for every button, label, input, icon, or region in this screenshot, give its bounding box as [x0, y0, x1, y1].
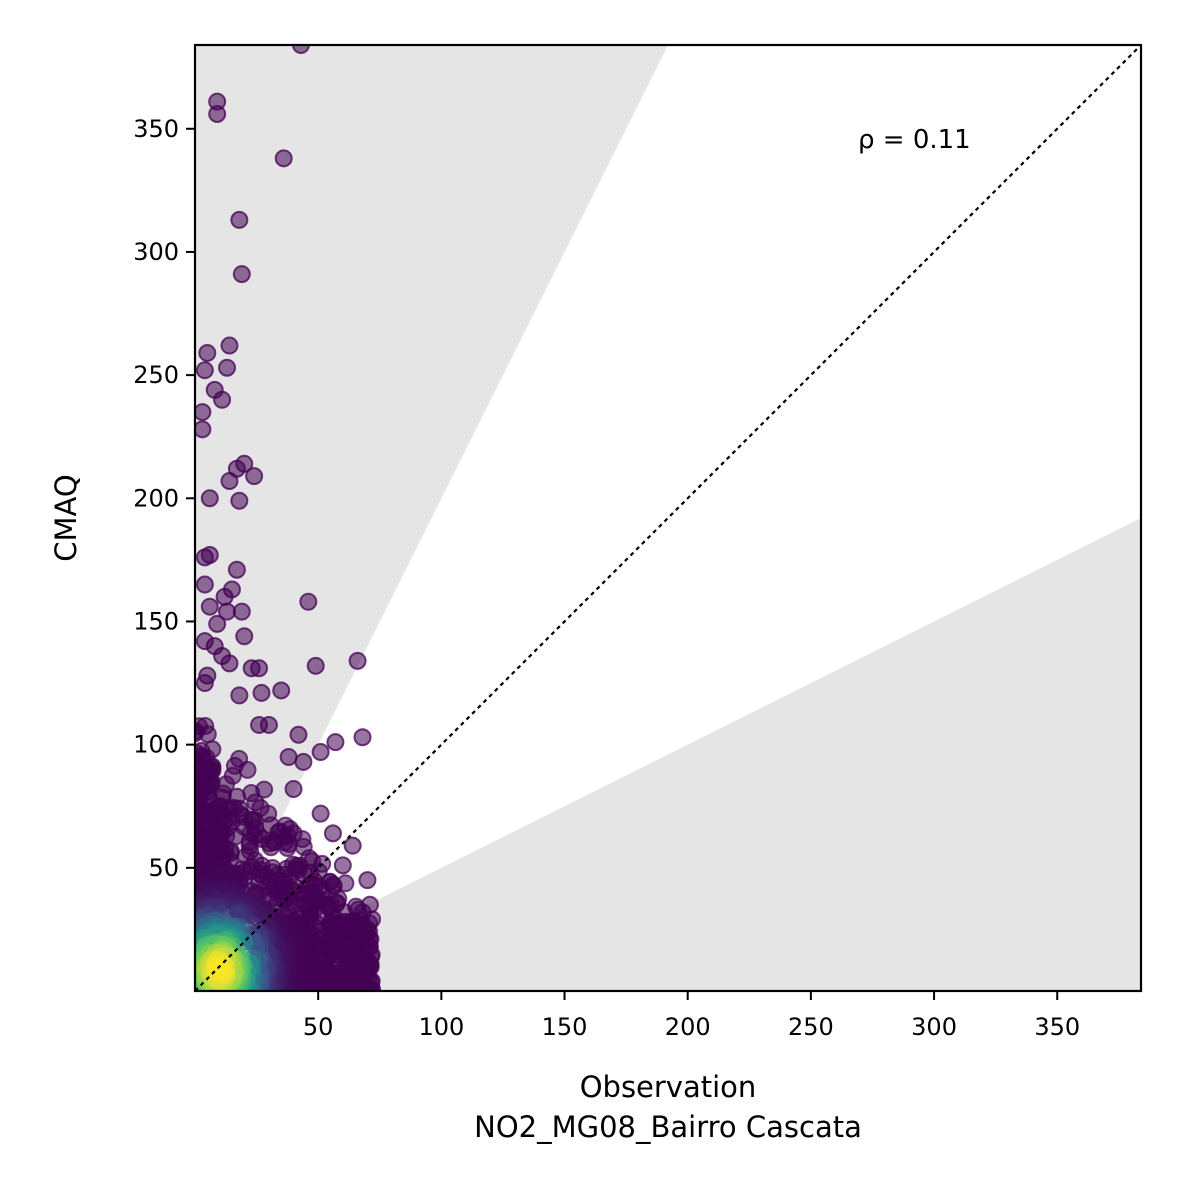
data-point — [208, 614, 227, 633]
data-point — [358, 957, 377, 976]
x-tick-label: 150 — [542, 1013, 588, 1041]
data-point — [195, 674, 214, 693]
x-tick-label: 350 — [1034, 1013, 1080, 1041]
data-point — [195, 361, 214, 380]
y-tick-label: 200 — [133, 484, 179, 512]
y-tick-label: 250 — [133, 361, 179, 389]
shaded-region-lower — [195, 518, 1141, 991]
data-point — [348, 651, 367, 670]
data-point — [346, 947, 365, 966]
data-point — [195, 575, 214, 594]
x-tick-label: 250 — [788, 1013, 834, 1041]
data-point — [274, 149, 293, 168]
data-point — [218, 602, 237, 621]
data-point — [358, 871, 377, 890]
data-point — [289, 725, 308, 744]
data-point — [215, 587, 234, 606]
data-point — [200, 597, 219, 616]
data-point — [272, 681, 291, 700]
data-point — [245, 467, 264, 486]
data-point — [323, 824, 342, 843]
data-point — [208, 104, 227, 123]
x-axis-label: Observation — [580, 1070, 757, 1104]
scatter-points-layer — [195, 45, 382, 991]
data-point — [218, 358, 237, 377]
y-tick-label: 300 — [133, 238, 179, 266]
x-tick-label: 50 — [303, 1013, 334, 1041]
y-tick-label: 350 — [133, 115, 179, 143]
data-point — [198, 725, 217, 744]
x-tick-label: 300 — [911, 1013, 957, 1041]
y-axis-ticks: 50 100 150 200 250 300 350 — [133, 115, 195, 882]
data-point — [358, 920, 377, 939]
one-to-one-line — [195, 45, 1141, 991]
data-point — [294, 752, 313, 771]
x-tick-label: 200 — [665, 1013, 711, 1041]
data-point — [230, 686, 249, 705]
x-axis-sublabel: NO2_MG08_Bairro Cascata — [474, 1110, 862, 1144]
data-point — [360, 937, 379, 956]
x-tick-label: 100 — [418, 1013, 464, 1041]
data-point — [235, 627, 254, 646]
y-tick-label: 100 — [133, 731, 179, 759]
data-point — [195, 403, 212, 422]
y-tick-label: 50 — [148, 854, 179, 882]
data-point — [261, 838, 280, 857]
data-point — [343, 836, 362, 855]
data-point — [213, 390, 232, 409]
data-point — [232, 265, 251, 284]
data-point — [291, 45, 310, 54]
data-point — [242, 659, 261, 678]
data-point — [227, 560, 246, 579]
data-point — [220, 472, 239, 491]
y-tick-label: 150 — [133, 607, 179, 635]
data-point — [326, 733, 345, 752]
data-point — [195, 420, 212, 439]
data-point — [195, 548, 214, 567]
data-point — [232, 602, 251, 621]
data-point — [200, 489, 219, 508]
data-point — [306, 656, 325, 675]
data-point — [279, 747, 298, 766]
data-point — [252, 683, 271, 702]
data-point — [250, 715, 269, 734]
reference-line-layer — [195, 45, 1141, 991]
data-point — [284, 779, 303, 798]
data-point — [311, 743, 330, 762]
data-point — [238, 760, 257, 779]
correlation-annotation: ρ = 0.11 — [858, 125, 971, 155]
data-point — [333, 856, 352, 875]
data-point — [360, 895, 379, 914]
data-point — [230, 210, 249, 229]
data-point — [220, 336, 239, 355]
y-axis-label: CMAQ — [49, 474, 83, 561]
data-point — [220, 654, 239, 673]
x-axis-ticks: 50 100 150 200 250 300 350 — [303, 991, 1080, 1041]
data-point — [198, 343, 217, 362]
plot-frame — [193, 43, 1143, 993]
data-point — [353, 728, 372, 747]
data-point — [311, 804, 330, 823]
data-point — [230, 491, 249, 510]
data-point — [299, 592, 318, 611]
